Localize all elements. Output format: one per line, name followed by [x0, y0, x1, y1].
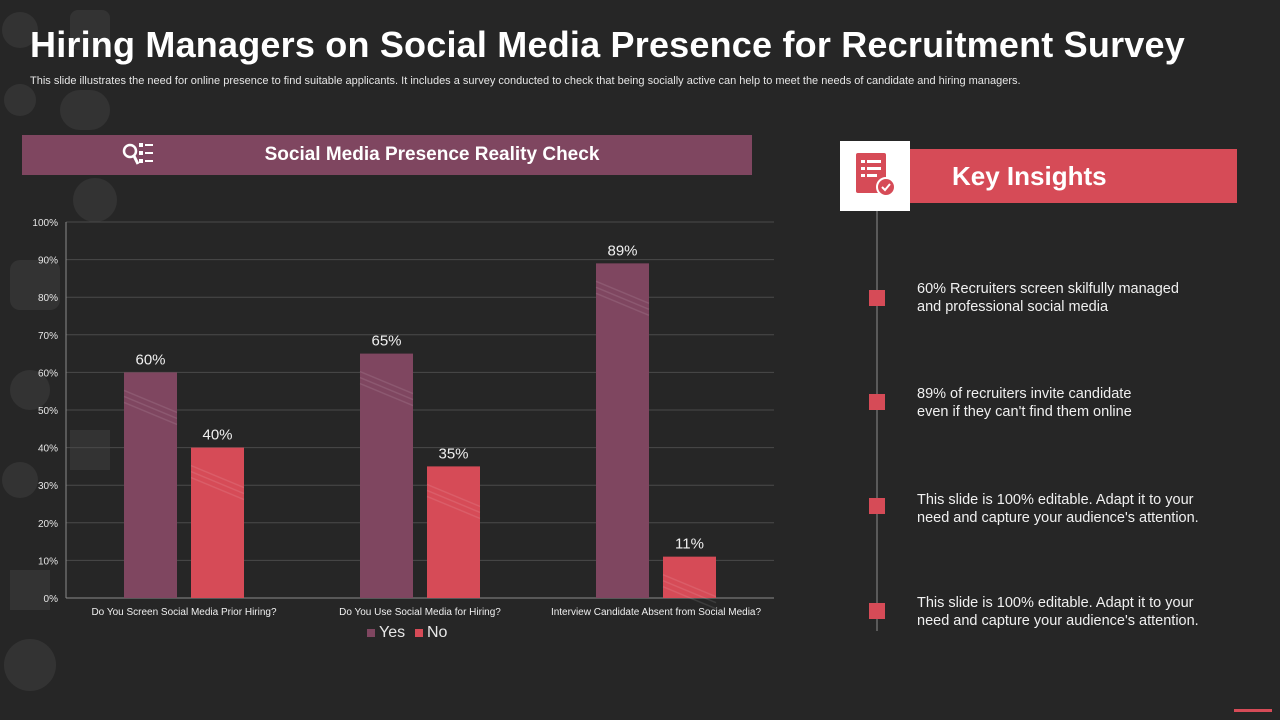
- y-tick-label: 20%: [38, 519, 58, 530]
- data-label: 11%: [675, 536, 704, 553]
- key-insights-header: Key Insights: [910, 149, 1237, 203]
- insight-item: 89% of recruiters invite candidate even …: [917, 385, 1227, 421]
- key-insights-title: Key Insights: [952, 161, 1107, 191]
- bar-yes: [360, 353, 413, 598]
- insight-line: 60% Recruiters screen skilfully managed: [917, 281, 1179, 297]
- insight-marker: [869, 290, 885, 306]
- data-label: 35%: [438, 445, 468, 462]
- data-label: 60%: [135, 351, 165, 368]
- page-title: Hiring Managers on Social Media Presence…: [30, 24, 1185, 65]
- bar-shine: [426, 483, 481, 508]
- bar-shine: [359, 376, 414, 401]
- y-tick-label: 80%: [38, 293, 58, 304]
- insight-item: This slide is 100% editable. Adapt it to…: [917, 594, 1227, 630]
- chart-header-bar: Social Media Presence Reality Check: [22, 135, 752, 175]
- insight-item: This slide is 100% editable. Adapt it to…: [917, 491, 1227, 527]
- bar-no: [427, 466, 480, 598]
- bar-shine: [595, 286, 650, 311]
- insight-marker: [869, 603, 885, 619]
- y-tick-label: 60%: [38, 368, 58, 379]
- bar-shine: [426, 495, 481, 520]
- data-label: 65%: [371, 333, 401, 350]
- bar-shine: [595, 292, 650, 317]
- insight-line: even if they can't find them online: [917, 404, 1132, 420]
- document-report-icon: [856, 153, 896, 197]
- legend-label: No: [427, 624, 448, 641]
- y-tick-label: 30%: [38, 481, 58, 492]
- bar-yes: [124, 372, 177, 598]
- category-label: Do You Use Social Media for Hiring?: [339, 607, 501, 618]
- corner-accent: [1234, 709, 1272, 712]
- insight-line: need and capture your audience's attenti…: [917, 510, 1199, 526]
- bar-no: [663, 556, 716, 598]
- background-social-icons: [2, 10, 117, 691]
- y-tick-label: 70%: [38, 331, 58, 342]
- y-tick-label: 50%: [38, 406, 58, 417]
- insight-line: This slide is 100% editable. Adapt it to…: [917, 595, 1194, 611]
- insight-marker: [869, 498, 885, 514]
- bar-shine: [123, 395, 178, 420]
- insights-timeline: [876, 211, 878, 631]
- insight-line: 89% of recruiters invite candidate: [917, 386, 1132, 402]
- insight-line: and professional social media: [917, 299, 1109, 315]
- insight-item: 60% Recruiters screen skilfully managed …: [917, 280, 1227, 316]
- y-tick-label: 90%: [38, 256, 58, 267]
- y-tick-label: 40%: [38, 444, 58, 455]
- category-label: Do You Screen Social Media Prior Hiring?: [91, 607, 277, 618]
- bar-shine: [190, 476, 245, 501]
- bar-shine: [123, 389, 178, 414]
- bar-yes: [596, 263, 649, 598]
- bar-shine: [359, 370, 414, 395]
- bar-shine: [426, 489, 481, 514]
- insight-marker: [869, 394, 885, 410]
- y-tick-label: 0%: [44, 594, 59, 605]
- y-tick-label: 100%: [32, 218, 58, 229]
- legend-swatch: [415, 629, 423, 637]
- data-label: 89%: [607, 242, 637, 259]
- insight-line: need and capture your audience's attenti…: [917, 613, 1199, 629]
- bar-shine: [190, 470, 245, 495]
- key-insights-icon-box: [840, 141, 910, 211]
- bar-chart: 0% 10% 20% 30% 40% 50% 60% 70% 80% 90% 100% 60% 40% D…: [32, 218, 774, 641]
- bar-shine: [359, 382, 414, 407]
- y-tick-label: 10%: [38, 556, 58, 567]
- bar-shine: [662, 573, 717, 598]
- bar-no: [191, 447, 244, 598]
- insight-line: This slide is 100% editable. Adapt it to…: [917, 492, 1194, 508]
- page-subtitle: This slide illustrates the need for onli…: [30, 75, 1021, 87]
- bar-shine: [595, 280, 650, 305]
- legend-label: Yes: [379, 624, 405, 641]
- bar-shine: [123, 401, 178, 426]
- bar-shine: [190, 464, 245, 489]
- chart-title: Social Media Presence Reality Check: [264, 144, 600, 165]
- search-checklist-icon: [122, 143, 153, 165]
- data-label: 40%: [202, 427, 232, 444]
- category-label: Interview Candidate Absent from Social M…: [551, 607, 762, 618]
- legend-swatch: [367, 629, 375, 637]
- bar-shine: [662, 585, 717, 610]
- bar-shine: [662, 579, 717, 604]
